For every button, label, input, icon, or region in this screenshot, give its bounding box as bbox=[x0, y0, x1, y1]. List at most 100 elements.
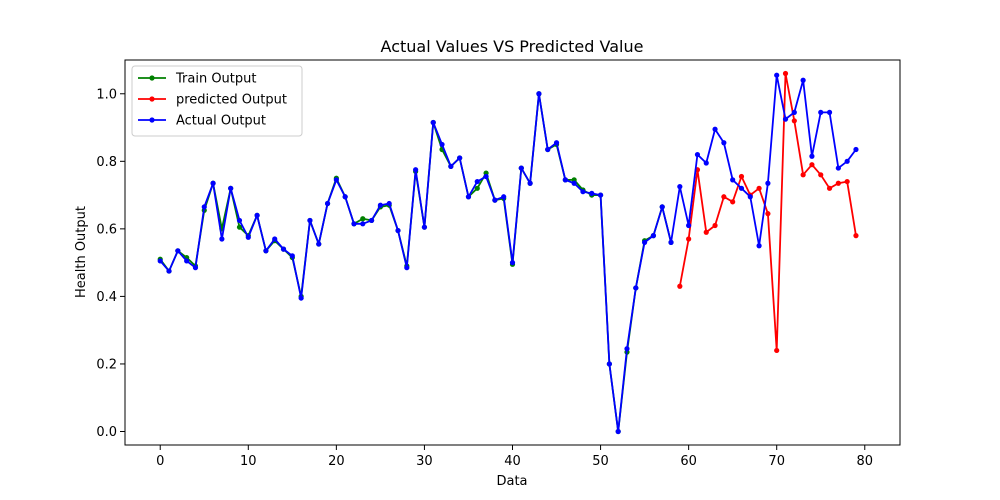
data-point bbox=[721, 194, 726, 199]
y-tick-label: 0.2 bbox=[96, 357, 117, 372]
data-point bbox=[528, 181, 533, 186]
data-point bbox=[756, 243, 761, 248]
data-point bbox=[651, 233, 656, 238]
data-point bbox=[307, 218, 312, 223]
y-tick-label: 0.4 bbox=[96, 290, 117, 305]
data-point bbox=[704, 160, 709, 165]
data-point bbox=[853, 233, 858, 238]
data-point bbox=[792, 110, 797, 115]
data-point bbox=[853, 147, 858, 152]
data-point bbox=[369, 218, 374, 223]
series-line bbox=[160, 94, 671, 432]
data-point bbox=[748, 194, 753, 199]
data-point bbox=[378, 203, 383, 208]
data-point bbox=[721, 140, 726, 145]
data-point bbox=[545, 147, 550, 152]
data-point bbox=[519, 165, 524, 170]
data-point bbox=[836, 165, 841, 170]
x-tick-label: 70 bbox=[768, 454, 785, 469]
data-point bbox=[624, 346, 629, 351]
data-point bbox=[845, 159, 850, 164]
data-point bbox=[633, 285, 638, 290]
data-point bbox=[510, 260, 515, 265]
data-point bbox=[756, 186, 761, 191]
data-point bbox=[730, 177, 735, 182]
data-point bbox=[237, 218, 242, 223]
data-point bbox=[501, 194, 506, 199]
data-point bbox=[677, 284, 682, 289]
data-point bbox=[818, 110, 823, 115]
data-point bbox=[818, 172, 823, 177]
chart-title: Actual Values VS Predicted Value bbox=[381, 37, 644, 56]
data-point bbox=[554, 140, 559, 145]
data-point bbox=[483, 174, 488, 179]
x-tick-label: 10 bbox=[240, 454, 257, 469]
data-point bbox=[202, 204, 207, 209]
data-point bbox=[422, 225, 427, 230]
y-tick-label: 0.0 bbox=[96, 425, 117, 440]
data-point bbox=[686, 223, 691, 228]
data-point bbox=[783, 71, 788, 76]
data-point bbox=[448, 164, 453, 169]
data-point bbox=[439, 142, 444, 147]
data-point bbox=[677, 184, 682, 189]
data-point bbox=[836, 181, 841, 186]
y-tick-label: 1.0 bbox=[96, 87, 117, 102]
data-point bbox=[466, 194, 471, 199]
legend-marker bbox=[149, 117, 154, 122]
data-point bbox=[334, 177, 339, 182]
data-point bbox=[642, 240, 647, 245]
data-point bbox=[792, 118, 797, 123]
x-tick-label: 60 bbox=[680, 454, 697, 469]
data-point bbox=[704, 230, 709, 235]
data-point bbox=[158, 258, 163, 263]
data-point bbox=[404, 265, 409, 270]
legend-marker bbox=[149, 75, 154, 80]
data-point bbox=[281, 247, 286, 252]
data-point bbox=[801, 78, 806, 83]
x-tick-label: 50 bbox=[592, 454, 609, 469]
y-tick-label: 0.6 bbox=[96, 222, 117, 237]
data-point bbox=[536, 91, 541, 96]
data-point bbox=[739, 186, 744, 191]
x-tick-label: 80 bbox=[856, 454, 873, 469]
data-point bbox=[290, 253, 295, 258]
data-point bbox=[783, 117, 788, 122]
data-point bbox=[563, 177, 568, 182]
data-point bbox=[272, 236, 277, 241]
data-point bbox=[413, 167, 418, 172]
y-axis-label: Health Output bbox=[74, 206, 89, 298]
legend-label: Actual Output bbox=[176, 114, 266, 129]
data-point bbox=[175, 248, 180, 253]
data-point bbox=[210, 181, 215, 186]
data-point bbox=[263, 248, 268, 253]
data-point bbox=[765, 211, 770, 216]
data-point bbox=[660, 204, 665, 209]
data-point bbox=[228, 186, 233, 191]
data-point bbox=[360, 216, 365, 221]
data-point bbox=[598, 192, 603, 197]
data-point bbox=[616, 429, 621, 434]
data-point bbox=[299, 295, 304, 300]
data-point bbox=[774, 348, 779, 353]
data-point bbox=[316, 241, 321, 246]
x-tick-label: 40 bbox=[504, 454, 521, 469]
x-axis-label: Data bbox=[496, 474, 527, 489]
x-tick-label: 20 bbox=[328, 454, 345, 469]
data-point bbox=[668, 240, 673, 245]
data-point bbox=[255, 213, 260, 218]
y-axis: 0.0 0.2 0.4 0.6 0.8 1.0 bbox=[96, 87, 125, 440]
data-point bbox=[387, 201, 392, 206]
data-point bbox=[325, 201, 330, 206]
data-point bbox=[827, 110, 832, 115]
data-point bbox=[351, 221, 356, 226]
data-point bbox=[589, 191, 594, 196]
data-point bbox=[695, 152, 700, 157]
data-point bbox=[193, 265, 198, 270]
legend: Train Output predicted Output Actual Outpu… bbox=[132, 66, 302, 136]
data-point bbox=[219, 236, 224, 241]
x-tick-label: 0 bbox=[156, 454, 164, 469]
data-point bbox=[395, 228, 400, 233]
data-point bbox=[343, 194, 348, 199]
data-point bbox=[246, 235, 251, 240]
